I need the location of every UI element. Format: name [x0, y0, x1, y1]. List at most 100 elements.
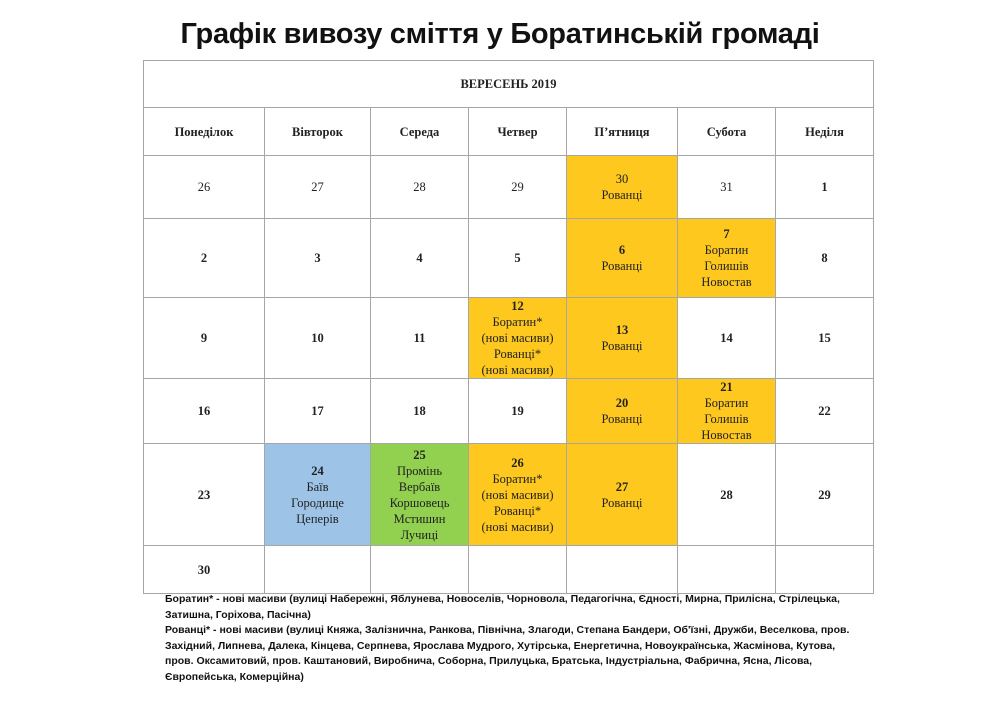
pickup-location: Рованці	[601, 495, 643, 510]
pickup-location: (нові масиви)	[481, 487, 554, 502]
day-number: 10	[311, 331, 324, 345]
day-number: 9	[200, 331, 208, 345]
pickup-location: Голишів	[704, 259, 749, 273]
day-number: 4	[416, 251, 423, 265]
day-cell: 31	[677, 155, 776, 219]
pickup-location: Новостав	[701, 428, 752, 442]
day-number: 18	[413, 404, 426, 418]
pickup-location: Промінь	[396, 463, 443, 478]
day-number: 14	[720, 331, 733, 345]
weekday-header: Середа	[370, 107, 469, 156]
day-cell: 3	[264, 218, 371, 298]
day-number: 3	[314, 251, 321, 265]
day-cell: 1	[775, 155, 874, 219]
day-number: 29	[818, 487, 831, 502]
day-cell: 27 Рованці	[566, 443, 678, 546]
day-cell: 29	[775, 443, 874, 546]
day-cell: 11	[370, 297, 469, 379]
pickup-location: Вербаїв	[398, 479, 441, 494]
day-number: 12	[511, 299, 524, 313]
day-cell	[677, 545, 776, 594]
week-row: 30	[143, 545, 874, 594]
day-cell: 27	[264, 155, 371, 219]
day-number: 1	[821, 180, 828, 194]
pickup-location: (нові масиви)	[481, 519, 554, 534]
pickup-location: Голишів	[704, 412, 749, 426]
day-cell: 7 Боратин Голишів Новостав	[677, 218, 776, 298]
day-number: 27	[615, 479, 629, 494]
day-cell: 15	[775, 297, 874, 379]
weekday-header: П’ятниця	[566, 107, 678, 156]
day-cell: 14	[677, 297, 776, 379]
day-number: 20	[615, 396, 629, 410]
pickup-location: Новостав	[701, 275, 752, 289]
pickup-location: Боратин	[704, 243, 749, 257]
day-cell: 17	[264, 378, 371, 444]
week-row: 23 24 Баїв Городище Цеперів 25 Промінь Вербаїв К…	[143, 443, 874, 546]
day-cell: 4	[370, 218, 469, 298]
day-cell	[566, 545, 678, 594]
pickup-location: Рованці	[601, 259, 643, 273]
day-cell: 26 Боратин* (нові масиви) Рованці* (нові мас…	[468, 443, 567, 546]
day-number: 13	[615, 323, 629, 337]
day-number: 7	[723, 227, 730, 241]
day-number: 19	[511, 404, 524, 418]
day-cell: 30	[143, 545, 265, 594]
day-cell: 20 Рованці	[566, 378, 678, 444]
day-number: 30	[197, 562, 211, 577]
weekday-header: Неділя	[775, 107, 874, 156]
day-number: 31	[720, 180, 733, 194]
pickup-location: Боратин*	[492, 315, 543, 329]
pickup-location: (нові масиви)	[481, 363, 554, 377]
calendar-table: ВЕРЕСЕНЬ 2019 Понеділок Вівторок Середа Чет…	[143, 60, 874, 594]
day-number: 5	[514, 251, 521, 265]
day-cell: 13 Рованці	[566, 297, 678, 379]
footnotes: Боратин* - нові масиви (вулиці Набережні…	[165, 592, 865, 686]
day-cell: 30 Рованці	[566, 155, 678, 219]
day-cell: 6 Рованці	[566, 218, 678, 298]
pickup-location: (нові масиви)	[481, 331, 554, 345]
weekday-header: Вівторок	[264, 107, 371, 156]
day-number: 21	[720, 380, 733, 394]
day-cell	[264, 545, 371, 594]
pickup-location: Городище	[291, 495, 344, 510]
week-row: 26 27 28 29 30 Рованці 31 1	[143, 155, 874, 219]
pickup-location: Рованці*	[493, 503, 542, 518]
pickup-location: Мстишин	[393, 511, 446, 526]
week-row: 2 3 4 5 6 Рованці 7 Боратин Голишів Новостав 8	[143, 218, 874, 298]
day-cell: 10	[264, 297, 371, 379]
day-number: 28	[413, 180, 426, 194]
day-cell: 22	[775, 378, 874, 444]
page-title: Графік вивозу сміття у Боратинській гром…	[180, 18, 820, 50]
pickup-location: Рованці*	[493, 347, 542, 361]
day-cell: 21 Боратин Голишів Новостав	[677, 378, 776, 444]
pickup-location: Лучиці	[400, 527, 439, 542]
day-cell: 2	[143, 218, 265, 298]
pickup-location: Рованці	[601, 188, 643, 202]
day-cell: 5	[468, 218, 567, 298]
day-cell: 18	[370, 378, 469, 444]
day-number: 24	[311, 463, 324, 478]
month-header: ВЕРЕСЕНЬ 2019	[143, 60, 874, 108]
day-number: 16	[197, 404, 211, 418]
day-number: 11	[413, 331, 426, 345]
pickup-location: Цеперів	[296, 511, 339, 526]
pickup-location: Боратин	[704, 396, 749, 410]
pickup-location: Коршовець	[389, 495, 450, 510]
day-number: 17	[311, 404, 324, 418]
day-cell: 25 Промінь Вербаїв Коршовець Мстишин Лучиці	[370, 443, 469, 546]
footnote-boratyn: Боратин* - нові масиви (вулиці Набережні…	[165, 593, 840, 621]
day-cell: 23	[143, 443, 265, 546]
day-number: 28	[720, 487, 733, 502]
day-number: 30	[615, 172, 629, 186]
day-cell: 24 Баїв Городище Цеперів	[264, 443, 371, 546]
day-number: 6	[618, 243, 626, 257]
weekday-header: Четвер	[468, 107, 567, 156]
day-cell: 26	[143, 155, 265, 219]
day-number: 26	[197, 180, 211, 194]
day-cell: 28	[677, 443, 776, 546]
footnote-rovantsi: Рованці* - нові масиви (вулиці Княжа, За…	[165, 624, 850, 683]
day-number: 2	[200, 251, 208, 265]
day-number: 22	[818, 404, 831, 418]
weekday-header: Понеділок	[143, 107, 265, 156]
